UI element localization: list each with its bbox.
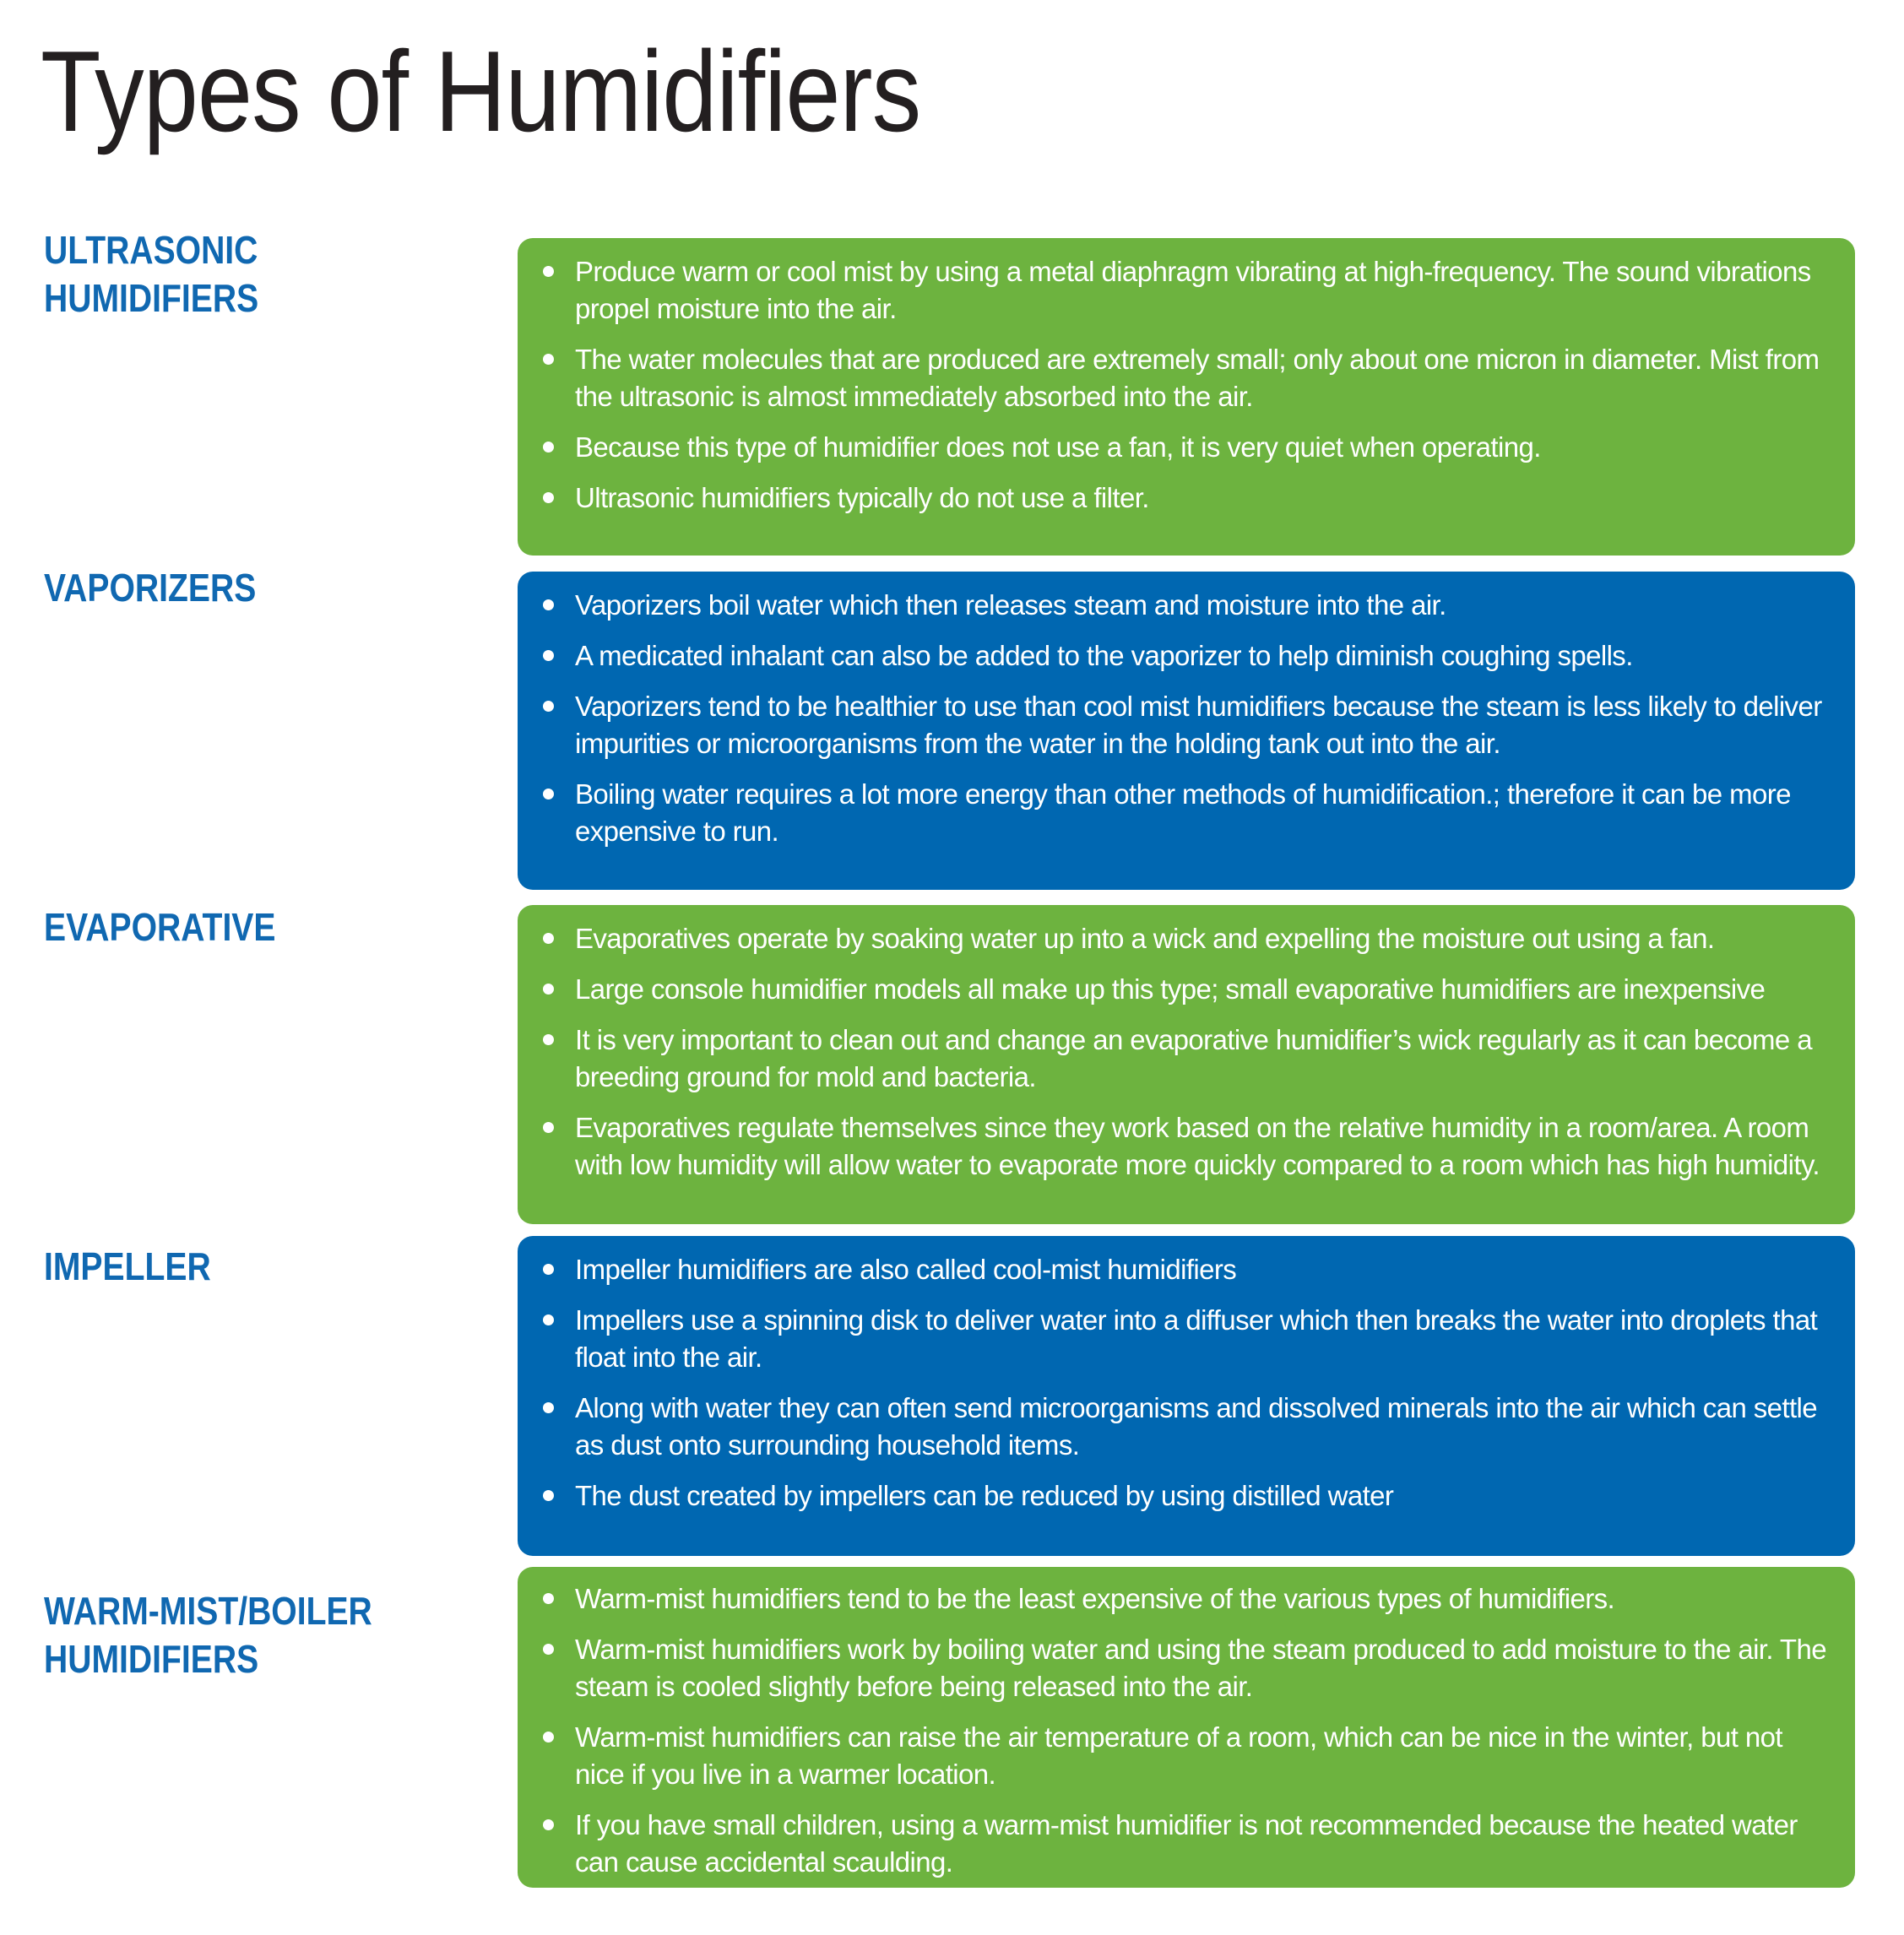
bullet-icon <box>543 701 554 712</box>
list-item: Along with water they can often send mic… <box>538 1390 1835 1464</box>
bullet-text: Vaporizers tend to be healthier to use t… <box>575 691 1822 759</box>
bullet-icon <box>543 1490 554 1501</box>
list-item: Vaporizers tend to be healthier to use t… <box>538 688 1835 762</box>
bullet-icon <box>543 789 554 799</box>
bullet-text: Boiling water requires a lot more energy… <box>575 778 1791 847</box>
bullet-icon <box>543 1034 554 1045</box>
bullet-text: Vaporizers boil water which then release… <box>575 589 1446 621</box>
bullet-icon <box>543 266 554 277</box>
bullet-text: Large console humidifier models all make… <box>575 973 1766 1005</box>
bullet-text: Impeller humidifiers are also called coo… <box>575 1254 1237 1285</box>
section-heading: EVAPORATIVE <box>44 905 276 949</box>
info-panel: Evaporatives operate by soaking water up… <box>518 905 1855 1224</box>
bullet-text: Because this type of humidifier does not… <box>575 431 1541 463</box>
list-item: Evaporatives operate by soaking water up… <box>538 920 1835 957</box>
list-item: Ultrasonic humidifiers typically do not … <box>538 480 1835 517</box>
bullet-text: It is very important to clean out and ch… <box>575 1024 1813 1092</box>
bullet-icon <box>543 984 554 995</box>
bullet-text: Along with water they can often send mic… <box>575 1392 1818 1461</box>
section-heading: WARM-MIST/BOILER HUMIDIFIERS <box>44 1589 372 1681</box>
list-item: A medicated inhalant can also be added t… <box>538 637 1835 675</box>
section-heading: ULTRASONIC HUMIDIFIERS <box>44 228 259 320</box>
list-item: Because this type of humidifier does not… <box>538 429 1835 466</box>
info-panel: Produce warm or cool mist by using a met… <box>518 238 1855 556</box>
bullet-icon <box>543 650 554 661</box>
list-item: Produce warm or cool mist by using a met… <box>538 253 1835 328</box>
bullet-text: Impellers use a spinning disk to deliver… <box>575 1304 1818 1373</box>
bullet-icon <box>543 1819 554 1830</box>
bullet-icon <box>543 492 554 503</box>
bullet-text: A medicated inhalant can also be added t… <box>575 640 1633 671</box>
bullet-icon <box>543 1122 554 1133</box>
list-item: Warm-mist humidifiers tend to be the lea… <box>538 1580 1835 1618</box>
list-item: Impeller humidifiers are also called coo… <box>538 1251 1835 1288</box>
bullet-icon <box>543 1593 554 1604</box>
bullet-text: Ultrasonic humidifiers typically do not … <box>575 482 1149 513</box>
bullet-list: Warm-mist humidifiers tend to be the lea… <box>538 1580 1835 1881</box>
bullet-icon <box>543 354 554 365</box>
bullet-text: Produce warm or cool mist by using a met… <box>575 256 1811 324</box>
page-title: Types of Humidifiers <box>41 27 921 155</box>
bullet-list: Vaporizers boil water which then release… <box>538 587 1835 850</box>
bullet-text: If you have small children, using a warm… <box>575 1809 1798 1878</box>
bullet-text: The water molecules that are produced ar… <box>575 344 1820 412</box>
bullet-text: Evaporatives regulate themselves since t… <box>575 1112 1820 1180</box>
list-item: It is very important to clean out and ch… <box>538 1022 1835 1096</box>
bullet-list: Evaporatives operate by soaking water up… <box>538 920 1835 1184</box>
list-item: The water molecules that are produced ar… <box>538 341 1835 415</box>
section-heading: IMPELLER <box>44 1244 211 1288</box>
bullet-list: Impeller humidifiers are also called coo… <box>538 1251 1835 1515</box>
list-item: Impellers use a spinning disk to deliver… <box>538 1302 1835 1376</box>
list-item: The dust created by impellers can be red… <box>538 1477 1835 1515</box>
bullet-icon <box>543 1264 554 1275</box>
bullet-icon <box>543 442 554 453</box>
list-item: Vaporizers boil water which then release… <box>538 587 1835 624</box>
bullet-list: Produce warm or cool mist by using a met… <box>538 253 1835 517</box>
list-item: Boiling water requires a lot more energy… <box>538 776 1835 850</box>
list-item: If you have small children, using a warm… <box>538 1807 1835 1881</box>
list-item: Warm-mist humidifiers can raise the air … <box>538 1719 1835 1793</box>
bullet-icon <box>543 1732 554 1743</box>
bullet-text: Warm-mist humidifiers tend to be the lea… <box>575 1583 1615 1614</box>
bullet-text: The dust created by impellers can be red… <box>575 1480 1394 1511</box>
bullet-text: Warm-mist humidifiers work by boiling wa… <box>575 1634 1827 1702</box>
bullet-icon <box>543 1644 554 1655</box>
info-panel: Warm-mist humidifiers tend to be the lea… <box>518 1567 1855 1888</box>
bullet-icon <box>543 933 554 944</box>
list-item: Large console humidifier models all make… <box>538 971 1835 1008</box>
section-heading: VAPORIZERS <box>44 566 257 610</box>
info-panel: Vaporizers boil water which then release… <box>518 572 1855 890</box>
bullet-icon <box>543 1314 554 1325</box>
bullet-text: Warm-mist humidifiers can raise the air … <box>575 1721 1783 1790</box>
list-item: Evaporatives regulate themselves since t… <box>538 1109 1835 1184</box>
bullet-icon <box>543 599 554 610</box>
info-panel: Impeller humidifiers are also called coo… <box>518 1236 1855 1556</box>
bullet-icon <box>543 1402 554 1413</box>
bullet-text: Evaporatives operate by soaking water up… <box>575 923 1715 954</box>
list-item: Warm-mist humidifiers work by boiling wa… <box>538 1631 1835 1705</box>
